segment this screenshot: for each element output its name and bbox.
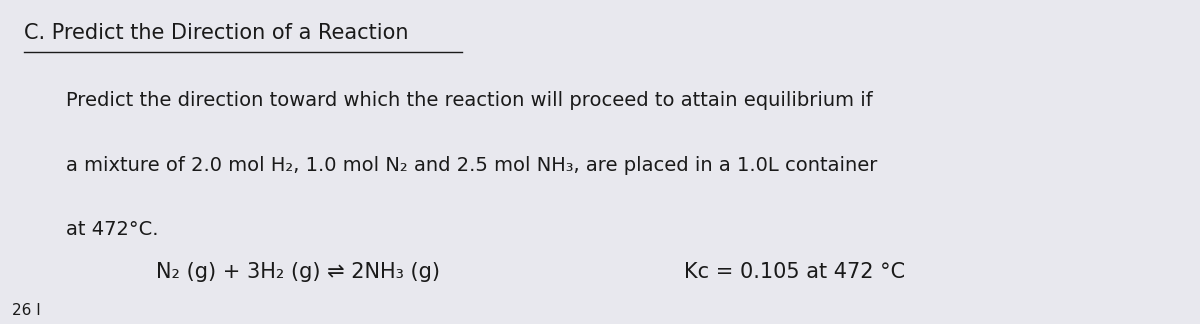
Text: C. Predict the Direction of a Reaction: C. Predict the Direction of a Reaction — [24, 23, 408, 43]
Text: Kc = 0.105 at 472 °C: Kc = 0.105 at 472 °C — [684, 262, 905, 282]
Text: at 472°C.: at 472°C. — [66, 220, 158, 239]
Text: Predict the direction toward which the reaction will proceed to attain equilibri: Predict the direction toward which the r… — [66, 91, 872, 110]
Text: a mixture of 2.0 mol H₂, 1.0 mol N₂ and 2.5 mol NH₃, are placed in a 1.0L contai: a mixture of 2.0 mol H₂, 1.0 mol N₂ and … — [66, 156, 877, 175]
Text: 26 I: 26 I — [12, 303, 41, 318]
Text: N₂ (g) + 3H₂ (g) ⇌ 2NH₃ (g): N₂ (g) + 3H₂ (g) ⇌ 2NH₃ (g) — [156, 262, 440, 282]
